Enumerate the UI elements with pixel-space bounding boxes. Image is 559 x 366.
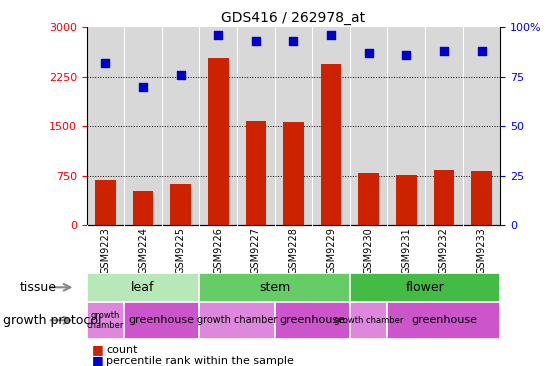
Point bbox=[477, 48, 486, 54]
Text: count: count bbox=[106, 344, 138, 355]
Bar bbox=[434, 170, 454, 225]
Bar bbox=[132, 191, 153, 225]
Bar bbox=[350, 302, 387, 339]
Bar bbox=[321, 64, 342, 225]
Bar bbox=[274, 302, 350, 339]
Text: GSM9224: GSM9224 bbox=[138, 227, 148, 274]
Text: percentile rank within the sample: percentile rank within the sample bbox=[106, 355, 294, 366]
Text: GSM9227: GSM9227 bbox=[251, 227, 261, 274]
Text: growth
chamber: growth chamber bbox=[87, 310, 124, 330]
Point bbox=[176, 72, 185, 78]
Text: GSM9230: GSM9230 bbox=[364, 227, 373, 274]
Bar bbox=[387, 302, 500, 339]
Text: ■: ■ bbox=[92, 343, 104, 356]
Text: greenhouse: greenhouse bbox=[411, 315, 477, 325]
Bar bbox=[200, 302, 274, 339]
Text: GSM9229: GSM9229 bbox=[326, 227, 336, 274]
Bar bbox=[350, 273, 500, 302]
Text: leaf: leaf bbox=[131, 281, 155, 294]
Text: greenhouse: greenhouse bbox=[129, 315, 195, 325]
Bar bbox=[245, 121, 266, 225]
Point bbox=[289, 38, 298, 44]
Text: GSM9233: GSM9233 bbox=[476, 227, 486, 274]
Text: GSM9226: GSM9226 bbox=[214, 227, 223, 274]
Bar bbox=[396, 175, 416, 225]
Bar bbox=[200, 273, 350, 302]
Text: stem: stem bbox=[259, 281, 290, 294]
Bar bbox=[87, 273, 200, 302]
Bar bbox=[471, 171, 492, 225]
Text: growth chamber: growth chamber bbox=[197, 315, 277, 325]
Text: growth chamber: growth chamber bbox=[334, 316, 404, 325]
Point bbox=[101, 60, 110, 66]
Text: flower: flower bbox=[406, 281, 444, 294]
Text: GSM9223: GSM9223 bbox=[101, 227, 111, 274]
Text: GSM9228: GSM9228 bbox=[288, 227, 299, 274]
Bar bbox=[283, 122, 304, 225]
Text: growth protocol: growth protocol bbox=[3, 314, 101, 327]
Bar bbox=[87, 302, 124, 339]
Bar bbox=[95, 180, 116, 225]
Text: GSM9232: GSM9232 bbox=[439, 227, 449, 274]
Point bbox=[402, 52, 411, 58]
Point bbox=[326, 33, 335, 38]
Text: tissue: tissue bbox=[20, 281, 56, 294]
Text: GSM9231: GSM9231 bbox=[401, 227, 411, 274]
Bar bbox=[358, 173, 379, 225]
Text: greenhouse: greenhouse bbox=[280, 315, 345, 325]
Bar bbox=[170, 184, 191, 225]
Point bbox=[139, 84, 148, 90]
Point bbox=[214, 33, 222, 38]
Point bbox=[252, 38, 260, 44]
Text: ■: ■ bbox=[92, 354, 104, 366]
Point bbox=[439, 48, 448, 54]
Bar bbox=[208, 59, 229, 225]
Title: GDS416 / 262978_at: GDS416 / 262978_at bbox=[221, 11, 366, 25]
Text: GSM9225: GSM9225 bbox=[176, 227, 186, 274]
Point bbox=[364, 50, 373, 56]
Bar bbox=[124, 302, 200, 339]
